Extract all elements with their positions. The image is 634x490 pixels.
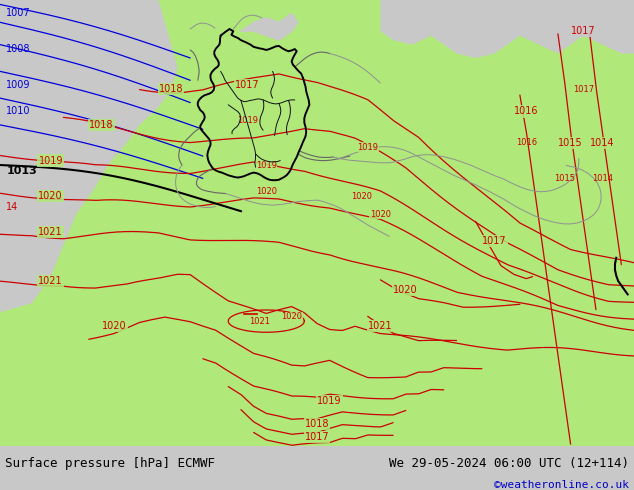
Text: 1014: 1014: [592, 174, 613, 183]
Text: 1009: 1009: [6, 80, 31, 90]
Polygon shape: [0, 0, 178, 312]
Text: We 29-05-2024 06:00 UTC (12+114): We 29-05-2024 06:00 UTC (12+114): [389, 457, 629, 470]
Polygon shape: [241, 13, 298, 40]
Text: 1014: 1014: [590, 138, 614, 147]
Text: 1017: 1017: [235, 80, 259, 90]
Text: 1010: 1010: [6, 106, 31, 117]
Text: 1017: 1017: [305, 432, 329, 442]
Text: 1016: 1016: [515, 138, 537, 147]
Text: 1017: 1017: [482, 236, 507, 246]
Text: 1020: 1020: [370, 210, 391, 219]
Polygon shape: [0, 0, 634, 446]
Text: 1018: 1018: [89, 120, 113, 130]
Text: 1019: 1019: [236, 116, 258, 125]
Text: 1017: 1017: [573, 85, 594, 94]
Text: 1019: 1019: [39, 155, 63, 166]
Text: 1015: 1015: [553, 174, 575, 183]
Text: 1019: 1019: [256, 161, 277, 170]
Text: 1021: 1021: [39, 276, 63, 286]
Text: 1016: 1016: [514, 106, 538, 117]
Text: 1020: 1020: [102, 320, 126, 331]
Text: 1021: 1021: [249, 317, 271, 326]
Text: 1020: 1020: [394, 285, 418, 295]
Text: 1015: 1015: [559, 138, 583, 147]
Text: 1018: 1018: [305, 418, 329, 429]
Text: 14: 14: [6, 201, 18, 212]
Text: 1013: 1013: [6, 166, 37, 176]
Text: 1008: 1008: [6, 44, 31, 54]
Text: 1017: 1017: [571, 26, 595, 36]
Polygon shape: [380, 0, 634, 58]
Text: 1018: 1018: [159, 84, 183, 94]
Text: Surface pressure [hPa] ECMWF: Surface pressure [hPa] ECMWF: [5, 457, 215, 470]
Text: 1019: 1019: [318, 396, 342, 406]
Text: 1020: 1020: [281, 312, 302, 321]
Text: 1007: 1007: [6, 8, 31, 19]
Text: ©weatheronline.co.uk: ©weatheronline.co.uk: [494, 480, 629, 490]
Polygon shape: [380, 0, 456, 45]
Text: 1020: 1020: [351, 192, 372, 201]
Text: 1020: 1020: [256, 187, 277, 196]
Text: 1019: 1019: [357, 143, 378, 152]
Text: 1021: 1021: [39, 227, 63, 237]
Text: 1020: 1020: [39, 191, 63, 201]
Text: 1021: 1021: [368, 320, 392, 331]
